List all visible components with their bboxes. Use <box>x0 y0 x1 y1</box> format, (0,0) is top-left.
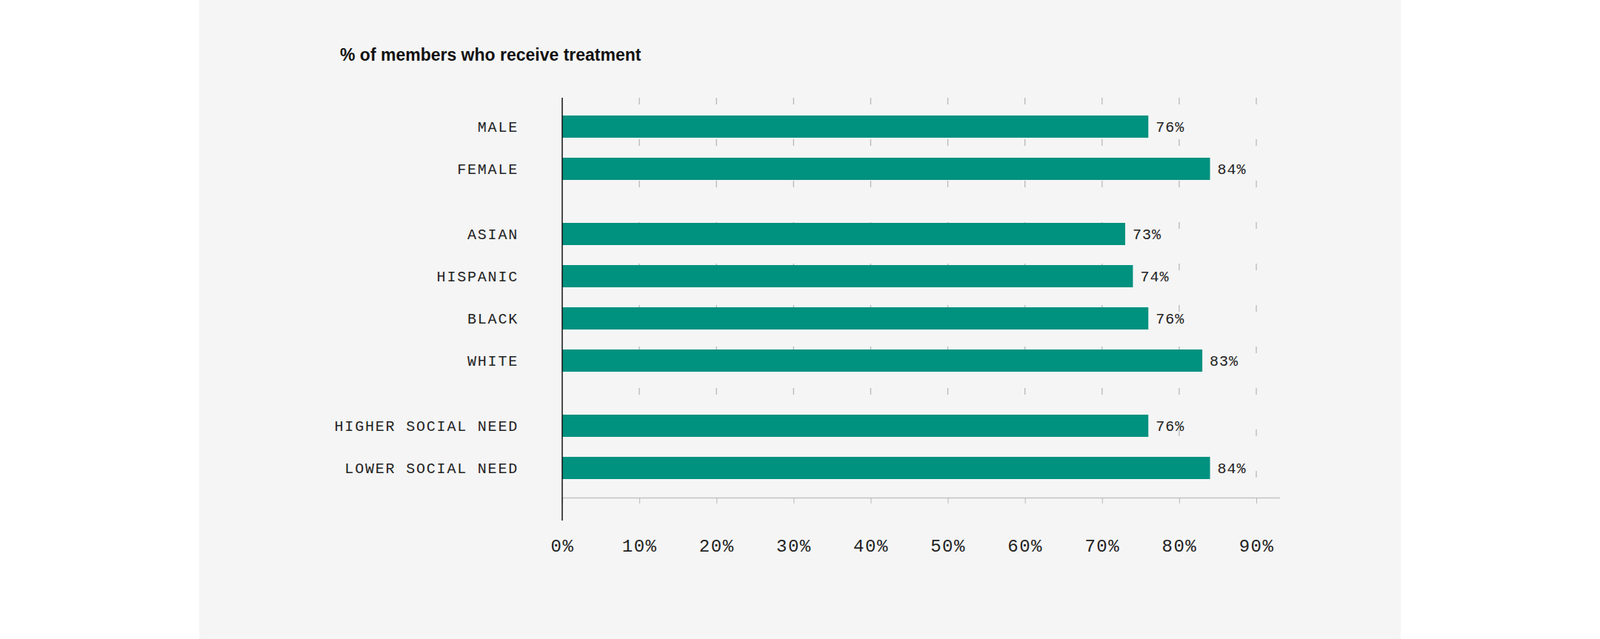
tick-label: 20% <box>699 537 735 558</box>
tick: 30% <box>776 497 812 558</box>
category-label: HIGHER SOCIAL NEED <box>334 418 519 436</box>
tick: 70% <box>1084 497 1120 558</box>
tick-mark <box>1256 497 1258 504</box>
data-label: 84% <box>1217 460 1247 478</box>
x-axis-line <box>562 497 1280 500</box>
tick: 90% <box>1239 497 1275 558</box>
tick-mark <box>1025 497 1026 504</box>
tick-mark <box>870 497 872 504</box>
panel <box>199 0 1401 639</box>
tick-mark <box>1102 497 1103 504</box>
data-label: 73% <box>1132 226 1162 244</box>
tick: 80% <box>1162 497 1198 558</box>
data-labels: 76% 84% 73% 74% 76% 83% 76% 84% <box>1132 119 1247 478</box>
tick: 40% <box>853 497 889 558</box>
bar <box>562 349 1203 372</box>
category-label: FEMALE <box>457 161 519 179</box>
tick-label: 80% <box>1162 537 1198 558</box>
tick: 50% <box>930 497 966 558</box>
tick-mark <box>716 497 718 504</box>
tick-label: 0% <box>551 537 575 558</box>
category-label: BLACK <box>467 311 519 329</box>
title: % of members who receive treatment <box>340 45 642 65</box>
category-label: LOWER SOCIAL NEED <box>344 460 519 478</box>
tick-label: 30% <box>776 537 812 558</box>
grid-line <box>1255 97 1257 498</box>
bars <box>562 115 1211 480</box>
category-label: MALE <box>477 119 519 137</box>
bar <box>562 307 1149 330</box>
bar <box>562 222 1126 246</box>
tick: 20% <box>699 497 735 558</box>
category-label: HISPANIC <box>437 268 519 286</box>
data-label: 76% <box>1155 311 1185 329</box>
tick-label: 10% <box>622 537 658 558</box>
tick-mark <box>948 497 949 504</box>
data-label: 76% <box>1155 119 1185 137</box>
bar <box>562 414 1149 438</box>
tick: 60% <box>1007 497 1043 558</box>
tick-mark <box>793 497 795 504</box>
bar <box>562 457 1211 480</box>
data-label: 83% <box>1209 353 1239 371</box>
y-axis-line <box>561 97 563 521</box>
chart: % of members who receive treatment 0% 10% 2… <box>0 0 1600 639</box>
category-label: WHITE <box>467 353 519 371</box>
tick-label: 40% <box>853 537 889 558</box>
category-label: ASIAN <box>467 226 519 244</box>
data-label: 74% <box>1140 268 1169 286</box>
tick-label: 50% <box>930 537 966 558</box>
tick-mark <box>1179 497 1180 504</box>
category-labels: MALE FEMALE ASIAN HISPANIC BLACK WHITE HIGHER … <box>334 119 519 478</box>
x-axis: 0% 10% 20% 30% 40% 50% 60% 70% 80% 90% <box>551 497 1280 558</box>
bar <box>562 265 1133 288</box>
tick-mark <box>639 497 640 504</box>
bar <box>562 157 1211 180</box>
data-label: 76% <box>1155 418 1185 436</box>
tick-label: 60% <box>1007 537 1043 558</box>
tick: 10% <box>622 497 658 558</box>
bar <box>562 115 1149 138</box>
tick-label: 90% <box>1239 537 1275 558</box>
tick-label: 70% <box>1084 537 1120 558</box>
data-label: 84% <box>1217 161 1247 179</box>
